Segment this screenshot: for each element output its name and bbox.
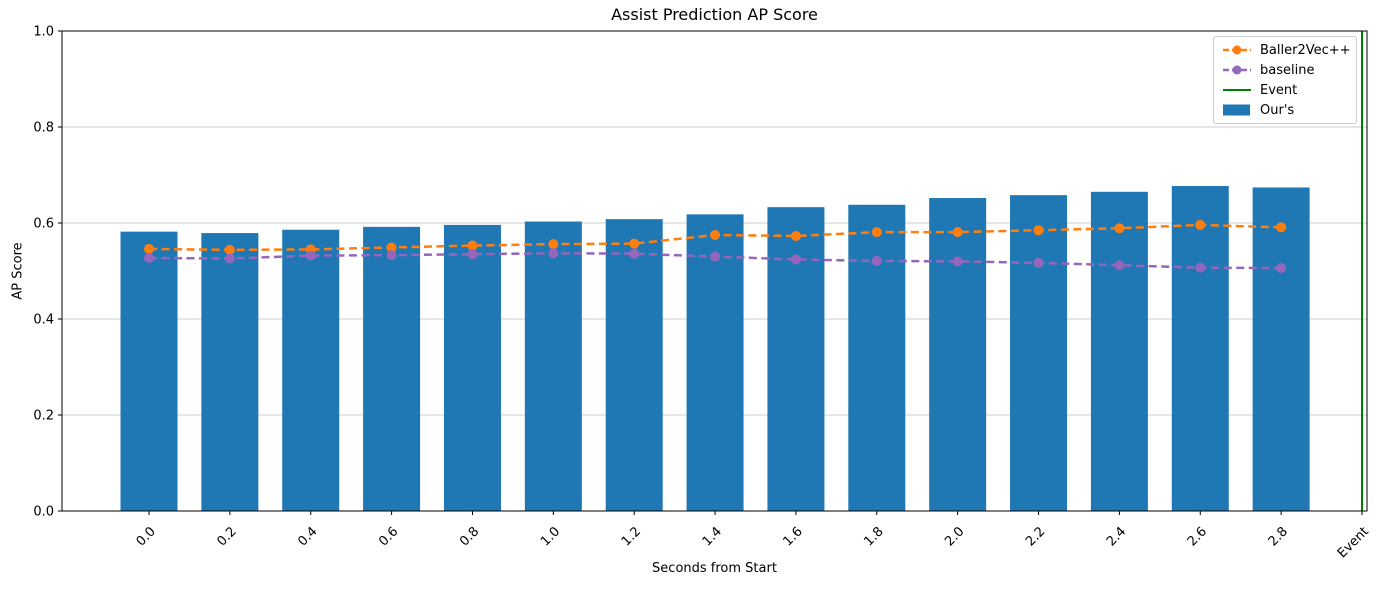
marker-baseline-0.8: [467, 249, 478, 260]
bar-2.2: [1010, 195, 1068, 511]
marker-Baller2Vec++-0.0: [144, 243, 154, 254]
legend-item-label: Event: [1260, 82, 1298, 98]
bar-1.4: [686, 214, 744, 512]
x-tick-label: 2.8: [1266, 524, 1291, 549]
marker-Baller2Vec++-0.8: [467, 240, 478, 251]
x-tick-label: 0.8: [457, 524, 482, 549]
marker-baseline-1.4: [710, 251, 721, 262]
marker-Baller2Vec++-0.2: [224, 244, 235, 255]
marker-baseline-2.8: [1276, 263, 1287, 274]
legend: Baller2Vec++ baseline Event Our's: [1213, 36, 1357, 124]
x-tick-label: 0.2: [214, 524, 239, 549]
x-axis-label: Seconds from Start: [652, 561, 777, 576]
chart-title: Assist Prediction AP Score: [611, 5, 818, 24]
marker-baseline-0.6: [386, 250, 397, 261]
marker-Baller2Vec++-1.8: [871, 227, 882, 238]
y-tick-label: 1.0: [33, 25, 54, 40]
y-tick-label: 0.0: [33, 505, 54, 520]
bar-0.6: [363, 226, 421, 511]
marker-Baller2Vec++-1.0: [548, 239, 559, 250]
bar-1.0: [524, 221, 582, 511]
marker-baseline-1.8: [871, 255, 882, 266]
marker-Baller2Vec++-1.2: [629, 238, 640, 249]
bar-2.6: [1171, 186, 1229, 512]
bar-2.4: [1090, 191, 1148, 512]
legend-item-baller2vec-: Baller2Vec++: [1222, 42, 1351, 58]
legend-item-event: Event: [1222, 83, 1348, 97]
y-tick-label: 0.6: [33, 217, 54, 232]
marker-baseline-2.2: [1033, 257, 1044, 268]
x-tick-label: 0.4: [295, 524, 320, 549]
x-tick-label: 1.8: [861, 524, 886, 549]
axes-spines: [61, 30, 1368, 512]
legend-item-baseline: baseline: [1222, 63, 1348, 77]
x-tick-label: 1.0: [538, 524, 563, 549]
y-tick-label: 0.2: [33, 409, 54, 424]
marker-baseline-1.0: [548, 248, 559, 259]
rect-swatch-icon: [1223, 104, 1250, 116]
marker-baseline-2.4: [1114, 260, 1125, 271]
x-tick-label: 1.2: [619, 524, 644, 549]
x-tick-label: 2.6: [1185, 524, 1210, 549]
bar-1.6: [767, 207, 825, 511]
marker-Baller2Vec++-2.6: [1195, 219, 1206, 230]
marker-Baller2Vec++-2.0: [952, 227, 963, 238]
marker-baseline-2.0: [952, 256, 963, 267]
bar-0.8: [443, 224, 501, 512]
x-tick-label: 1.6: [781, 524, 806, 549]
x-tick-label: Event: [1335, 524, 1372, 561]
y-tick-label: 0.8: [33, 121, 54, 136]
marker-Baller2Vec++-2.2: [1033, 225, 1044, 236]
bar-1.8: [848, 204, 906, 511]
bar-2.0: [929, 198, 987, 512]
marker-Baller2Vec++-2.4: [1114, 223, 1125, 234]
marker-Baller2Vec++-1.6: [790, 230, 801, 241]
marker-Baller2Vec++-2.8: [1276, 222, 1287, 233]
x-tick-label: 1.4: [700, 524, 725, 549]
x-tick-label: 0.6: [376, 524, 401, 549]
legend-item-label: Our's: [1260, 102, 1295, 118]
x-tick-label: 2.2: [1023, 524, 1048, 549]
y-axis-label: AP Score: [10, 242, 26, 300]
dashed-line-marker-swatch-icon: [1223, 65, 1251, 75]
marker-baseline-2.6: [1195, 262, 1206, 273]
solid-line-swatch-icon: [1223, 89, 1251, 91]
bar-1.2: [605, 219, 663, 511]
marker-baseline-0.0: [144, 253, 154, 264]
marker-baseline-0.4: [305, 250, 316, 261]
x-tick-label: 0.0: [134, 524, 159, 549]
marker-Baller2Vec++-0.6: [386, 242, 397, 253]
legend-item-label: Baller2Vec++: [1260, 42, 1351, 58]
bar-0.0: [120, 231, 178, 511]
bar-2.8: [1252, 187, 1310, 512]
marker-baseline-0.2: [224, 253, 235, 264]
y-tick-label: 0.4: [33, 313, 54, 328]
marker-baseline-1.2: [629, 248, 640, 259]
dashed-line-marker-swatch-icon: [1223, 45, 1251, 55]
x-tick-label: 2.4: [1104, 524, 1129, 549]
legend-item-label: baseline: [1260, 62, 1315, 78]
marker-baseline-1.6: [790, 254, 801, 265]
bar-0.4: [282, 229, 340, 511]
bar-0.2: [201, 233, 259, 511]
x-tick-label: 2.0: [942, 524, 967, 549]
legend-item-our-s: Our's: [1222, 103, 1348, 117]
marker-Baller2Vec++-1.4: [710, 230, 721, 240]
